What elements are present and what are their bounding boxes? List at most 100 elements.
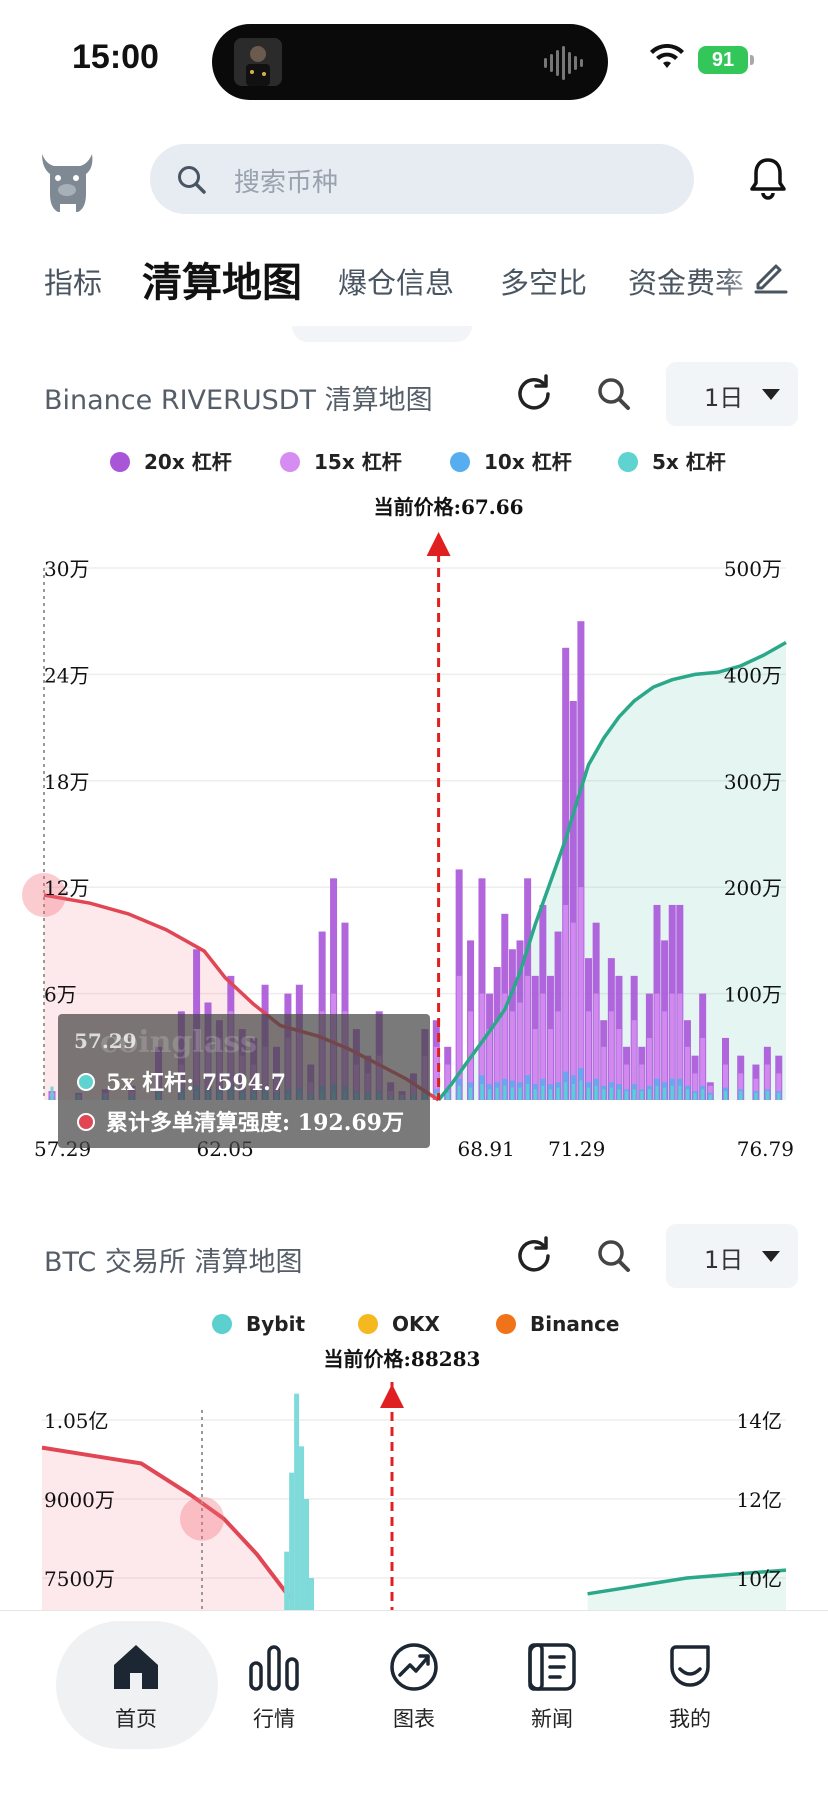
chart1-bar-15x xyxy=(563,904,569,1100)
card1-range-select[interactable]: 1日 xyxy=(666,362,798,426)
legend-10x[interactable]: 10x 杠杆 xyxy=(450,446,572,475)
chart2-short-cumulative-line xyxy=(587,1568,787,1596)
chart1-tooltip-line2: 累计多单清算强度: 192.69万 xyxy=(106,1110,404,1136)
nav-profile[interactable]: 我的 xyxy=(630,1611,750,1751)
chart1-bar-15x xyxy=(517,1002,523,1100)
chart2-bar-bybit xyxy=(304,1499,310,1610)
chart1-liquidation-map[interactable]: 当前价格:67.66 6万 12万 18万 24万 30万 100万 200万 300万 400万… xyxy=(0,490,828,1170)
chart2-y-right-tick: 12亿 xyxy=(737,1488,782,1512)
chart1-bar-5x xyxy=(533,1089,537,1100)
chart1-bar-15x xyxy=(608,1011,614,1100)
chart1-bar-15x xyxy=(654,993,660,1100)
chart1-bar-5x xyxy=(510,1087,514,1100)
chart1-bar-5x xyxy=(647,1089,651,1100)
chart1-tooltip-dot-5x xyxy=(77,1073,95,1091)
chevron-down-icon xyxy=(762,389,780,400)
chart1-bar-5x xyxy=(571,1084,575,1100)
chart1-bar-20x xyxy=(478,878,486,1100)
card1-range-value: 1日 xyxy=(704,384,744,412)
chart1-x-tick: 71.29 xyxy=(548,1137,605,1161)
search-bar[interactable]: 搜索币种 xyxy=(150,144,694,214)
refresh-icon[interactable] xyxy=(512,1234,556,1282)
chart2-bar-bybit xyxy=(284,1551,290,1610)
zoom-search-icon[interactable] xyxy=(594,1236,634,1280)
chart1-y-left-tick: 18万 xyxy=(44,770,89,794)
dynamic-island[interactable] xyxy=(212,24,608,100)
card2-range-select[interactable]: 1日 xyxy=(666,1224,798,1288)
tab-long-short-ratio[interactable]: 多空比 xyxy=(500,266,588,300)
legend-dot-binance xyxy=(496,1314,516,1334)
nav-market-label: 行情 xyxy=(253,1707,295,1731)
legend-5x[interactable]: 5x 杠杆 xyxy=(618,446,726,475)
refresh-icon[interactable] xyxy=(512,372,556,420)
chart2-current-price-label: 当前价格:88283 xyxy=(324,1347,481,1371)
legend-binance[interactable]: Binance xyxy=(496,1312,620,1336)
chart1-y-right-tick: 300万 xyxy=(724,770,782,794)
chart2-current-price-arrow xyxy=(380,1384,404,1408)
legend-bybit[interactable]: Bybit xyxy=(212,1312,305,1336)
home-icon xyxy=(114,1645,158,1689)
legend-15x[interactable]: 15x 杠杆 xyxy=(280,446,402,475)
chart2-long-area xyxy=(42,1447,290,1610)
chart2-bar-bybit xyxy=(289,1472,295,1610)
zoom-search-icon[interactable] xyxy=(594,374,634,418)
legend-dot-bybit xyxy=(212,1314,232,1334)
chart1-x-tick: 68.91 xyxy=(458,1137,515,1161)
bell-icon[interactable] xyxy=(748,156,788,204)
news-icon xyxy=(528,1643,576,1691)
battery-indicator: 91 xyxy=(698,46,748,74)
chart1-bar-5x xyxy=(655,1085,659,1100)
chart1-bar-5x xyxy=(685,1089,689,1100)
chart1-current-price-arrow xyxy=(426,532,451,556)
chart1-bar-5x xyxy=(640,1091,644,1100)
audio-waveform-icon xyxy=(544,46,584,84)
nav-market[interactable]: 行情 xyxy=(214,1611,334,1751)
chart1-bar-15x xyxy=(593,993,599,1100)
chart2-crosshair-marker xyxy=(180,1496,224,1541)
nav-home-label: 首页 xyxy=(115,1707,157,1731)
chart1-bar-5x xyxy=(457,1085,461,1100)
chart2-bar-bybit xyxy=(308,1578,314,1610)
chart1-bar-5x xyxy=(594,1085,598,1100)
nav-profile-label: 我的 xyxy=(669,1707,711,1731)
tab-liquidation-info[interactable]: 爆仓信息 xyxy=(338,266,455,300)
tab-indicators[interactable]: 指标 xyxy=(44,266,103,300)
chart1-bar-15x xyxy=(445,1064,451,1100)
edit-tabs-icon[interactable] xyxy=(752,258,788,298)
legend-okx[interactable]: OKX xyxy=(358,1312,440,1336)
legend-dot-10x xyxy=(450,452,470,472)
chart1-y-left-tick: 6万 xyxy=(44,983,77,1007)
nav-home[interactable]: 首页 xyxy=(76,1611,196,1751)
chart2-bar-bybit xyxy=(299,1446,305,1610)
chart1-tooltip-box xyxy=(58,1014,430,1148)
chart1-bar-5x xyxy=(617,1089,621,1100)
chart1-bar-5x xyxy=(765,1091,769,1100)
chart1-bar-5x xyxy=(526,1084,530,1100)
nav-news[interactable]: 新闻 xyxy=(492,1611,612,1751)
chart1-bar-15x xyxy=(509,1011,515,1100)
tab-liquidation-map[interactable]: 清算地图 xyxy=(142,260,302,306)
chart1-bar-5x xyxy=(632,1089,636,1100)
chart2-bar-bybit xyxy=(294,1393,300,1610)
chart2-btc-liquidation-map[interactable]: 当前价格:88283 7500万 9000万 1.05亿 10亿 12亿 14亿 xyxy=(0,1340,828,1610)
nav-charts[interactable]: 图表 xyxy=(354,1611,474,1751)
scroll-hint xyxy=(292,326,472,342)
app-logo-icon[interactable] xyxy=(36,148,98,214)
chart1-y-right-tick: 200万 xyxy=(724,876,782,900)
chart2-y-left-tick: 7500万 xyxy=(44,1567,115,1591)
chart1-bar-15x xyxy=(631,1020,637,1100)
chart1-bar-15x xyxy=(532,1029,538,1100)
chart1-bar-5x xyxy=(777,1092,781,1100)
legend-20x[interactable]: 20x 杠杆 xyxy=(110,446,232,475)
chart1-bar-15x xyxy=(570,922,576,1100)
status-bar: 15:00 91 xyxy=(0,0,828,120)
tab-bar: 指标 清算地图 爆仓信息 多空比 资金费率 xyxy=(0,248,828,312)
status-time: 15:00 xyxy=(72,38,159,76)
chart1-bar-5x xyxy=(739,1091,743,1100)
chart2-y-right-tick: 10亿 xyxy=(737,1567,782,1591)
chart1-bar-5x xyxy=(548,1089,552,1100)
chevron-down-icon xyxy=(762,1251,780,1262)
chart1-bar-5x xyxy=(701,1089,705,1100)
now-playing-artwork xyxy=(234,38,282,86)
chart1-bar-20x xyxy=(569,701,577,1100)
